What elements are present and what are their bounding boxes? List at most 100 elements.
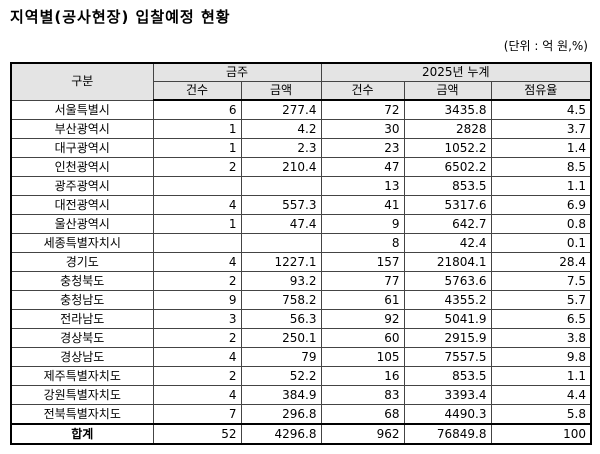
cell: 3 [152, 309, 242, 329]
row-label: 전라남도 [10, 309, 154, 329]
table-row: 강원특별자치도 4 384.9 83 3393.4 4.4 [10, 385, 592, 405]
row-label: 전북특별자치도 [10, 404, 154, 425]
table-row: 경상남도 4 79 105 7557.5 9.8 [10, 347, 592, 367]
cell [240, 176, 322, 196]
cell: 557.3 [240, 195, 322, 215]
cell: 8.5 [490, 157, 592, 177]
cell: 23 [320, 138, 405, 158]
header-cell: 건수 [320, 81, 405, 101]
cell [152, 176, 242, 196]
cell: 77 [320, 271, 405, 291]
cell: 2 [152, 328, 242, 348]
cell: 962 [320, 423, 405, 445]
cell: 21804.1 [403, 252, 492, 272]
table-row: 충청남도 9 758.2 61 4355.2 5.7 [10, 290, 592, 310]
table-row: 광주광역시 13 853.5 1.1 [10, 176, 592, 196]
cell: 157 [320, 252, 405, 272]
cell: 9 [320, 214, 405, 234]
cell: 210.4 [240, 157, 322, 177]
cell: 1.4 [490, 138, 592, 158]
cell: 384.9 [240, 385, 322, 405]
cell: 13 [320, 176, 405, 196]
cell: 6.5 [490, 309, 592, 329]
table-row: 부산광역시 1 4.2 30 2828 3.7 [10, 119, 592, 139]
table-row: 대전광역시 4 557.3 41 5317.6 6.9 [10, 195, 592, 215]
cell [240, 233, 322, 253]
row-label: 대전광역시 [10, 195, 154, 215]
cell: 92 [320, 309, 405, 329]
cell: 93.2 [240, 271, 322, 291]
cell: 2 [152, 271, 242, 291]
header-cell: 금액 [240, 81, 322, 101]
cell [152, 233, 242, 253]
cell: 296.8 [240, 404, 322, 425]
cell: 3.7 [490, 119, 592, 139]
cell: 1.1 [490, 366, 592, 386]
cell: 2.3 [240, 138, 322, 158]
cell: 4 [152, 385, 242, 405]
cell: 4 [152, 252, 242, 272]
row-label: 합계 [10, 423, 154, 445]
row-label: 세종특별자치시 [10, 233, 154, 253]
table-row: 전북특별자치도 7 296.8 68 4490.3 5.8 [10, 404, 592, 425]
table-row: 세종특별자치시 8 42.4 0.1 [10, 233, 592, 253]
cell: 1227.1 [240, 252, 322, 272]
row-label: 인천광역시 [10, 157, 154, 177]
cell: 1 [152, 138, 242, 158]
cell: 5.7 [490, 290, 592, 310]
header-cell: 2025년 누계 [320, 62, 592, 82]
table-row: 경기도 4 1227.1 157 21804.1 28.4 [10, 252, 592, 272]
cell: 853.5 [403, 366, 492, 386]
cell: 8 [320, 233, 405, 253]
cell: 277.4 [240, 99, 322, 120]
header-cell: 금액 [403, 81, 492, 101]
cell: 105 [320, 347, 405, 367]
cell: 1 [152, 119, 242, 139]
cell: 2828 [403, 119, 492, 139]
table: 구분 금주 2025년 누계 건수 금액 건수 금액 점유율 서울특별시 6 277.4 72… [10, 62, 593, 445]
cell: 16 [320, 366, 405, 386]
cell: 1 [152, 214, 242, 234]
cell: 642.7 [403, 214, 492, 234]
cell: 7557.5 [403, 347, 492, 367]
cell: 30 [320, 119, 405, 139]
row-label: 대구광역시 [10, 138, 154, 158]
table-row: 합계 52 4296.8 962 76849.8 100 [10, 423, 592, 445]
cell: 83 [320, 385, 405, 405]
cell: 9.8 [490, 347, 592, 367]
cell: 79 [240, 347, 322, 367]
cell: 47.4 [240, 214, 322, 234]
row-label: 서울특별시 [10, 99, 154, 120]
cell: 5317.6 [403, 195, 492, 215]
cell: 6.9 [490, 195, 592, 215]
row-label: 강원특별자치도 [10, 385, 154, 405]
row-label: 경상북도 [10, 328, 154, 348]
cell: 0.8 [490, 214, 592, 234]
cell: 0.1 [490, 233, 592, 253]
cell: 56.3 [240, 309, 322, 329]
header-cell: 구분 [10, 62, 154, 101]
cell: 5763.6 [403, 271, 492, 291]
cell: 3.8 [490, 328, 592, 348]
cell: 4490.3 [403, 404, 492, 425]
table-row: 대구광역시 1 2.3 23 1052.2 1.4 [10, 138, 592, 158]
cell: 758.2 [240, 290, 322, 310]
header-cell: 금주 [152, 62, 322, 82]
cell: 1052.2 [403, 138, 492, 158]
cell: 4.4 [490, 385, 592, 405]
cell: 4355.2 [403, 290, 492, 310]
cell: 1.1 [490, 176, 592, 196]
cell: 28.4 [490, 252, 592, 272]
cell: 41 [320, 195, 405, 215]
cell: 6502.2 [403, 157, 492, 177]
cell: 76849.8 [403, 423, 492, 445]
cell: 3435.8 [403, 99, 492, 120]
cell: 4.5 [490, 99, 592, 120]
row-label: 광주광역시 [10, 176, 154, 196]
cell: 52.2 [240, 366, 322, 386]
cell: 100 [490, 423, 592, 445]
cell: 4.2 [240, 119, 322, 139]
cell: 47 [320, 157, 405, 177]
cell: 3393.4 [403, 385, 492, 405]
